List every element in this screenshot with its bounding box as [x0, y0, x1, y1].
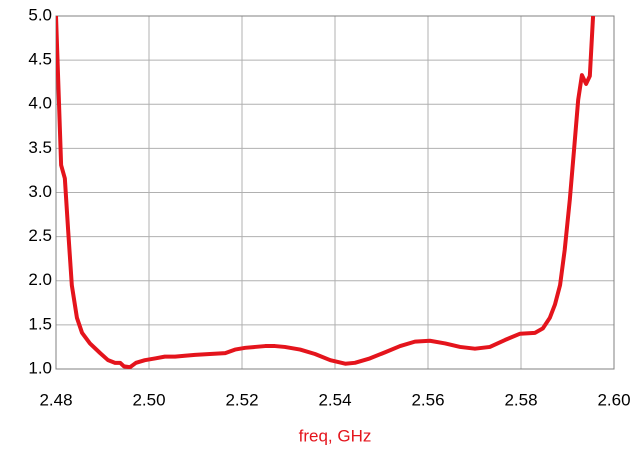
grid	[55, 15, 615, 370]
x-tick-label: 2.58	[504, 390, 537, 409]
y-tick-label: 2.0	[28, 270, 52, 289]
x-tick-label: 2.54	[318, 390, 351, 409]
x-tick-label: 2.48	[39, 390, 72, 409]
x-tick-label: 2.52	[225, 390, 258, 409]
y-tick-label: 1.0	[28, 358, 52, 377]
data-line	[56, 16, 596, 369]
plot-frame	[55, 15, 615, 370]
y-tick-label: 1.5	[28, 314, 52, 333]
y-tick-label: 4.0	[28, 94, 52, 113]
plot-area	[56, 16, 596, 369]
x-tick-label: 2.56	[411, 390, 444, 409]
x-tick-label: 2.50	[132, 390, 165, 409]
y-tick-label: 2.5	[28, 226, 52, 245]
y-tick-label: 3.5	[28, 138, 52, 157]
y-tick-label: 3.0	[28, 182, 52, 201]
x-axis-label: freq, GHz	[299, 426, 372, 445]
y-tick-label: 5.0	[28, 5, 52, 24]
y-tick-label: 4.5	[28, 50, 52, 69]
x-tick-label: 2.60	[597, 390, 630, 409]
